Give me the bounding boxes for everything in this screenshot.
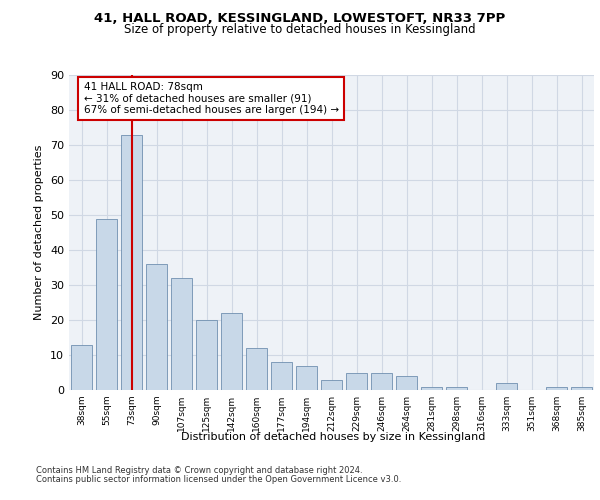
Text: Size of property relative to detached houses in Kessingland: Size of property relative to detached ho… <box>124 22 476 36</box>
Bar <box>121 134 142 390</box>
Bar <box>171 278 192 390</box>
Bar <box>196 320 217 390</box>
Bar <box>371 372 392 390</box>
Bar <box>571 386 592 390</box>
Bar <box>71 344 92 390</box>
Text: 41 HALL ROAD: 78sqm
← 31% of detached houses are smaller (91)
67% of semi-detach: 41 HALL ROAD: 78sqm ← 31% of detached ho… <box>83 82 338 115</box>
Text: Distribution of detached houses by size in Kessingland: Distribution of detached houses by size … <box>181 432 485 442</box>
Bar <box>321 380 342 390</box>
Bar <box>396 376 417 390</box>
Bar <box>246 348 267 390</box>
Bar <box>496 383 517 390</box>
Bar <box>346 372 367 390</box>
Bar <box>221 313 242 390</box>
Text: 41, HALL ROAD, KESSINGLAND, LOWESTOFT, NR33 7PP: 41, HALL ROAD, KESSINGLAND, LOWESTOFT, N… <box>94 12 506 26</box>
Bar <box>96 218 117 390</box>
Bar <box>446 386 467 390</box>
Bar <box>271 362 292 390</box>
Y-axis label: Number of detached properties: Number of detached properties <box>34 145 44 320</box>
Bar <box>421 386 442 390</box>
Bar <box>546 386 567 390</box>
Text: Contains HM Land Registry data © Crown copyright and database right 2024.: Contains HM Land Registry data © Crown c… <box>36 466 362 475</box>
Bar <box>296 366 317 390</box>
Text: Contains public sector information licensed under the Open Government Licence v3: Contains public sector information licen… <box>36 475 401 484</box>
Bar <box>146 264 167 390</box>
